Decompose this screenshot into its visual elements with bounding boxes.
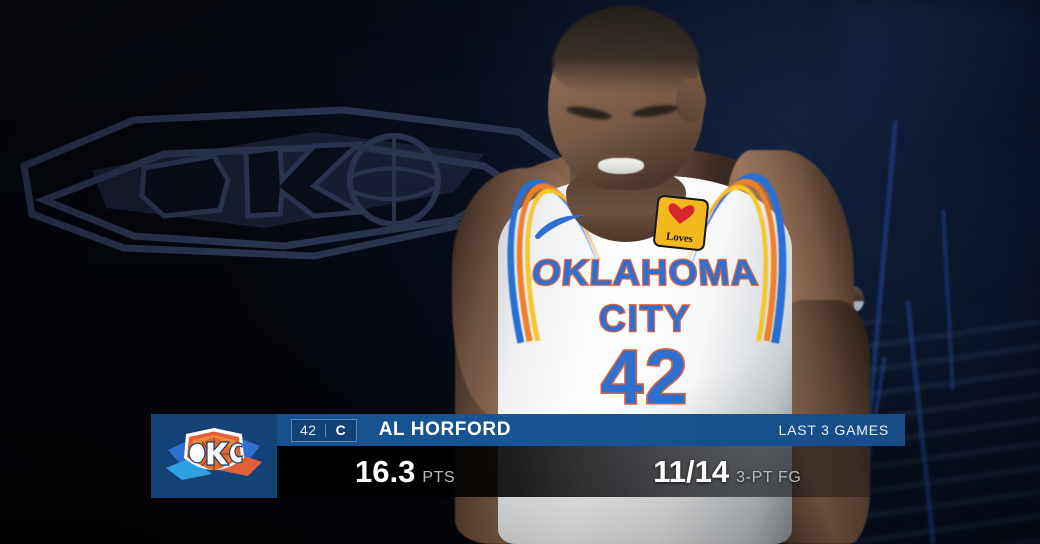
loves-sponsor-patch: Loves: [652, 194, 710, 252]
player-badge: 42 C: [291, 418, 357, 442]
stat-item-three-point-fg: 11/14 3-PT FG: [653, 454, 801, 490]
stat-value: 11/14: [653, 453, 730, 489]
heart-icon: [666, 202, 696, 227]
nike-swoosh-icon: [533, 214, 587, 240]
player-ear: [676, 78, 706, 122]
stat-label: 3-PT FG: [736, 468, 802, 486]
team-logo-panel: [151, 414, 277, 498]
player-name-bar: 42 C AL HORFORD LAST 3 GAMES: [277, 414, 905, 446]
badge-jersey-number: 42: [300, 421, 317, 438]
okc-thunder-logo-icon: [166, 428, 262, 480]
stat-band: 16.3 PTS 11/14 3-PT FG: [277, 446, 940, 497]
player-mouthguard: [598, 158, 644, 174]
stat-label: PTS: [422, 468, 456, 486]
badge-divider: [324, 423, 326, 437]
player-name: AL HORFORD: [378, 419, 512, 440]
badge-position: C: [335, 421, 346, 438]
stat-value: 16.3: [355, 453, 416, 489]
arena-tunnel-glow: [840, 0, 1040, 330]
stat-item-points: 16.3 PTS: [355, 454, 455, 490]
stat-period-label: LAST 3 GAMES: [778, 422, 889, 438]
